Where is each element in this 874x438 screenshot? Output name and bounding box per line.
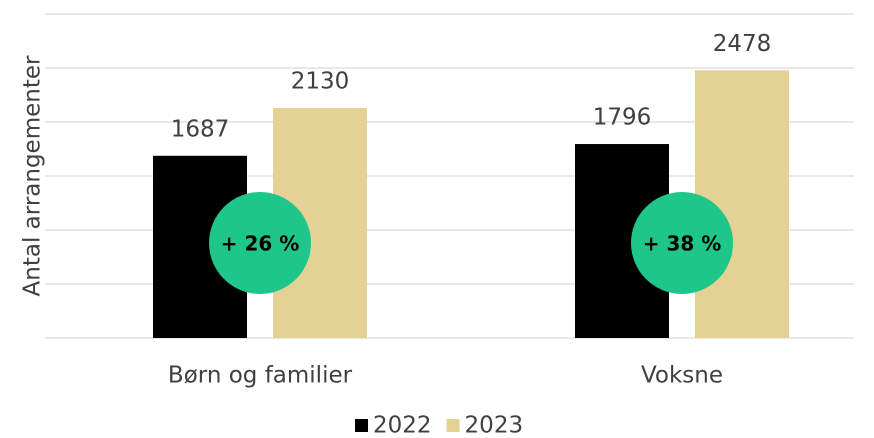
legend-label: 2022 [373, 413, 432, 438]
legend-swatch [446, 419, 460, 432]
annotation-badge [631, 192, 733, 294]
legend-label: 2023 [465, 413, 524, 438]
x-tick-label: Børn og familier [168, 363, 353, 389]
annotation: + 38 % [643, 232, 722, 256]
value-label: 1796 [593, 105, 652, 131]
legend-swatch [355, 419, 368, 432]
value-label: 2478 [713, 31, 772, 57]
x-tick-label: Voksne [641, 363, 723, 389]
value-label: 1687 [171, 116, 230, 142]
y-axis-label: Antal arrangementer [20, 55, 46, 296]
annotation: + 26 % [221, 232, 300, 256]
value-label: 2130 [291, 68, 350, 94]
annotation-badge [209, 192, 311, 294]
